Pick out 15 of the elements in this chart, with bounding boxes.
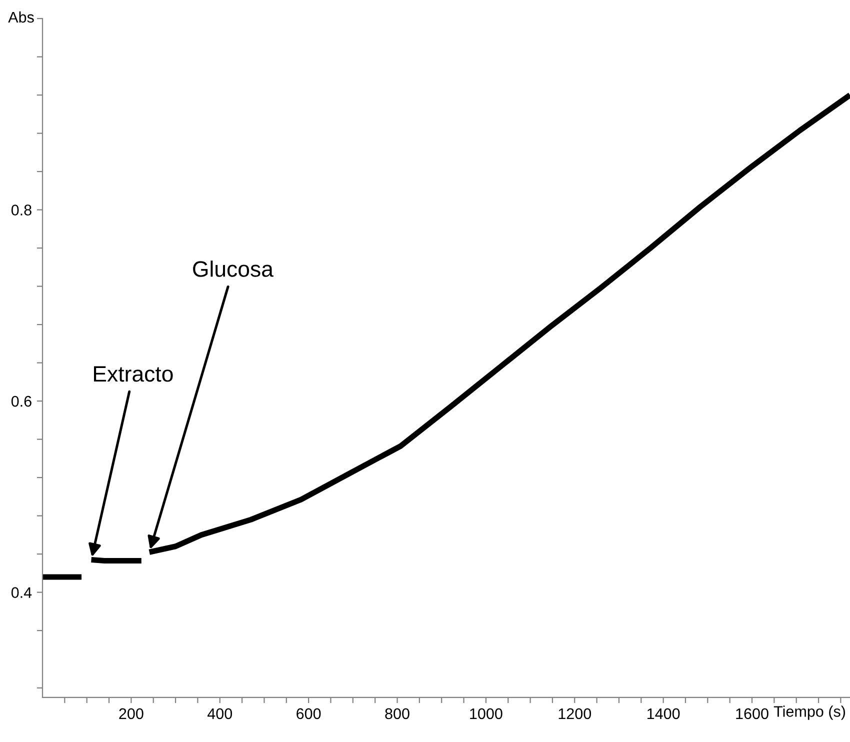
x-tick-label: 600 bbox=[296, 708, 321, 720]
y-axis-title: Abs bbox=[8, 11, 34, 23]
x-tick-label: 1400 bbox=[647, 708, 680, 720]
x-axis-title: Tiempo (s) bbox=[774, 706, 846, 720]
x-tick-label: 1000 bbox=[470, 708, 502, 720]
y-tick-label: 0.8 bbox=[11, 204, 32, 216]
x-tick-label: 400 bbox=[207, 708, 232, 720]
y-tick-label: 0.4 bbox=[11, 587, 32, 598]
x-tick-label: 1600 bbox=[736, 708, 768, 720]
annotation: Glucosa bbox=[193, 260, 274, 277]
x-tick-label: 800 bbox=[385, 708, 410, 720]
x-tick-label: 200 bbox=[119, 708, 144, 720]
annotation: Extracto bbox=[94, 366, 173, 382]
x-tick-label: 1200 bbox=[558, 708, 592, 720]
y-tick-label: 0.6 bbox=[11, 396, 32, 407]
